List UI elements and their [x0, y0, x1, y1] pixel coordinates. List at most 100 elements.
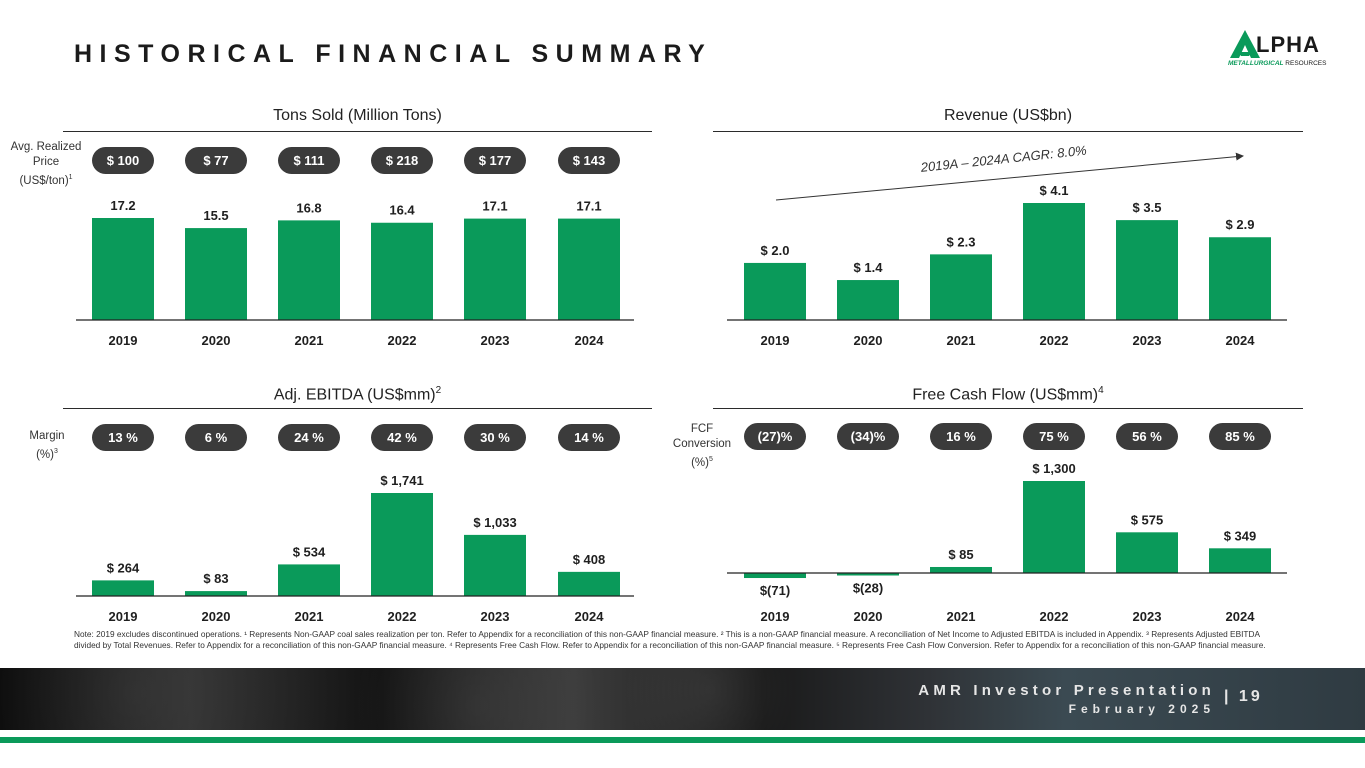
- revenue-value-label-4: $ 3.5: [1133, 200, 1162, 215]
- tons-bar-1: [185, 228, 247, 320]
- fcf-panel: Free Cash Flow (US$mm)4: [713, 383, 1303, 623]
- margin-pill-4: 30 %: [464, 424, 526, 451]
- margin-pill-2: 24 %: [278, 424, 340, 451]
- footer-date: February 2025: [1068, 702, 1215, 716]
- price-side-label: Avg. Realized Price (US$/ton)1: [10, 141, 82, 187]
- ebitda-bar-4: [464, 534, 526, 596]
- revenue-bar-1: [837, 280, 899, 320]
- tons-bar-4: [464, 218, 526, 320]
- fcf-conversion-pill-0: (27)%: [744, 423, 806, 450]
- tons-tick-label-1: 2020: [202, 333, 231, 348]
- tons-value-label-1: 15.5: [203, 208, 228, 223]
- revenue-value-label-3: $ 4.1: [1040, 183, 1069, 198]
- price-pill-1: $ 77: [185, 147, 247, 174]
- fcf-bar-5: [1209, 548, 1271, 573]
- revenue-value-label-1: $ 1.4: [854, 260, 884, 275]
- tons-value-label-0: 17.2: [110, 198, 135, 213]
- revenue-tick-label-2: 2021: [947, 333, 976, 348]
- revenue-bar-5: [1209, 237, 1271, 320]
- page-title: HISTORICAL FINANCIAL SUMMARY: [74, 40, 713, 68]
- fcf-title: Free Cash Flow (US$mm)4: [912, 385, 1104, 404]
- ebitda-value-label-4: $ 1,033: [473, 515, 516, 530]
- margin-pill-5: 14 %: [558, 424, 620, 451]
- tons-sold-title: Tons Sold (Million Tons): [273, 107, 442, 124]
- revenue-tick-label-0: 2019: [761, 333, 790, 348]
- tons-bar-2: [278, 220, 340, 320]
- fcf-value-label-5: $ 349: [1224, 528, 1257, 543]
- revenue-tick-label-1: 2020: [854, 333, 883, 348]
- ebitda-bar-3: [371, 493, 433, 596]
- fcf-value-label-4: $ 575: [1131, 512, 1164, 527]
- tons-sold-panel: Tons Sold (Million Tons): [63, 105, 652, 355]
- fcf-bar-0: [744, 573, 806, 579]
- footer-title: AMR Investor Presentation: [918, 682, 1215, 699]
- ebitda-tick-label-2: 2021: [295, 609, 324, 624]
- fcf-conversion-pill-3: 75 %: [1023, 423, 1085, 450]
- ebitda-bar-0: [92, 580, 154, 596]
- ebitda-title: Adj. EBITDA (US$mm)2: [273, 385, 442, 404]
- tons-value-label-5: 17.1: [576, 199, 601, 214]
- revenue-panel: Revenue (US$bn): [713, 105, 1303, 355]
- fcf-conversion-side-label: FCF Conversion (%)5: [672, 423, 732, 469]
- revenue-tick-label-5: 2024: [1226, 333, 1256, 348]
- fcf-bar-4: [1116, 532, 1178, 573]
- price-pill-2: $ 111: [278, 147, 340, 174]
- fcf-value-label-0: $(71): [760, 583, 790, 598]
- fcf-tick-label-2: 2021: [947, 609, 976, 624]
- ebitda-bar-1: [185, 591, 247, 596]
- tons-bar-3: [371, 222, 433, 320]
- tons-tick-label-2: 2021: [295, 333, 324, 348]
- fcf-conversion-pill-4: 56 %: [1116, 423, 1178, 450]
- tons-bar-0: [92, 218, 154, 320]
- tons-tick-label-4: 2023: [481, 333, 510, 348]
- revenue-tick-label-4: 2023: [1133, 333, 1162, 348]
- logo-wordmark: LPHA: [1256, 32, 1320, 57]
- fcf-value-label-3: $ 1,300: [1032, 461, 1075, 476]
- fcf-conversion-pill-2: 16 %: [930, 423, 992, 450]
- page-number: | 19: [1224, 688, 1263, 705]
- footer-green-stripe: [0, 737, 1365, 743]
- fcf-tick-label-1: 2020: [854, 609, 883, 624]
- fcf-tick-label-3: 2022: [1040, 609, 1069, 624]
- footer-divider: [0, 730, 1365, 732]
- price-pill-3: $ 218: [371, 147, 433, 174]
- footnote: Note: 2019 excludes discontinued operati…: [74, 629, 1266, 650]
- margin-pill-0: 13 %: [92, 424, 154, 451]
- fcf-value-label-2: $ 85: [948, 547, 973, 562]
- revenue-tick-label-3: 2022: [1040, 333, 1069, 348]
- fcf-bar-2: [930, 566, 992, 573]
- ebitda-title-rule: [63, 408, 652, 409]
- tons-value-label-2: 16.8: [296, 200, 321, 215]
- logo-subtitle: METALLURGICAL RESOURCES: [1228, 60, 1327, 67]
- fcf-tick-label-4: 2023: [1133, 609, 1162, 624]
- ebitda-value-label-3: $ 1,741: [380, 473, 423, 488]
- revenue-bar-2: [930, 254, 992, 320]
- ebitda-value-label-0: $ 264: [107, 560, 140, 575]
- tons-tick-label-5: 2024: [575, 333, 605, 348]
- tons-sold-title-rule: [63, 131, 652, 132]
- fcf-tick-label-0: 2019: [761, 609, 790, 624]
- revenue-title: Revenue (US$bn): [943, 107, 1073, 124]
- tons-bar-5: [558, 218, 620, 320]
- ebitda-tick-label-1: 2020: [202, 609, 231, 624]
- fcf-title-rule: [713, 408, 1303, 409]
- footer-coal-band: [0, 668, 1365, 730]
- revenue-bar-0: [744, 262, 806, 320]
- price-pill-5: $ 143: [558, 147, 620, 174]
- tons-value-label-3: 16.4: [389, 203, 415, 218]
- tons-tick-label-3: 2022: [388, 333, 417, 348]
- revenue-value-label-5: $ 2.9: [1226, 217, 1255, 232]
- tons-tick-label-0: 2019: [109, 333, 138, 348]
- ebitda-panel: Adj. EBITDA (US$mm)2: [63, 383, 652, 623]
- fcf-value-label-1: $(28): [853, 581, 883, 596]
- ebitda-value-label-1: $ 83: [203, 571, 228, 586]
- revenue-value-label-2: $ 2.3: [947, 234, 976, 249]
- ebitda-bar-5: [558, 571, 620, 596]
- ebitda-tick-label-3: 2022: [388, 609, 417, 624]
- fcf-bar-3: [1023, 481, 1085, 573]
- revenue-title-rule: [713, 131, 1303, 132]
- footer-text: AMR Investor Presentation February 2025: [918, 682, 1215, 716]
- ebitda-bar-2: [278, 564, 340, 596]
- ebitda-tick-label-4: 2023: [481, 609, 510, 624]
